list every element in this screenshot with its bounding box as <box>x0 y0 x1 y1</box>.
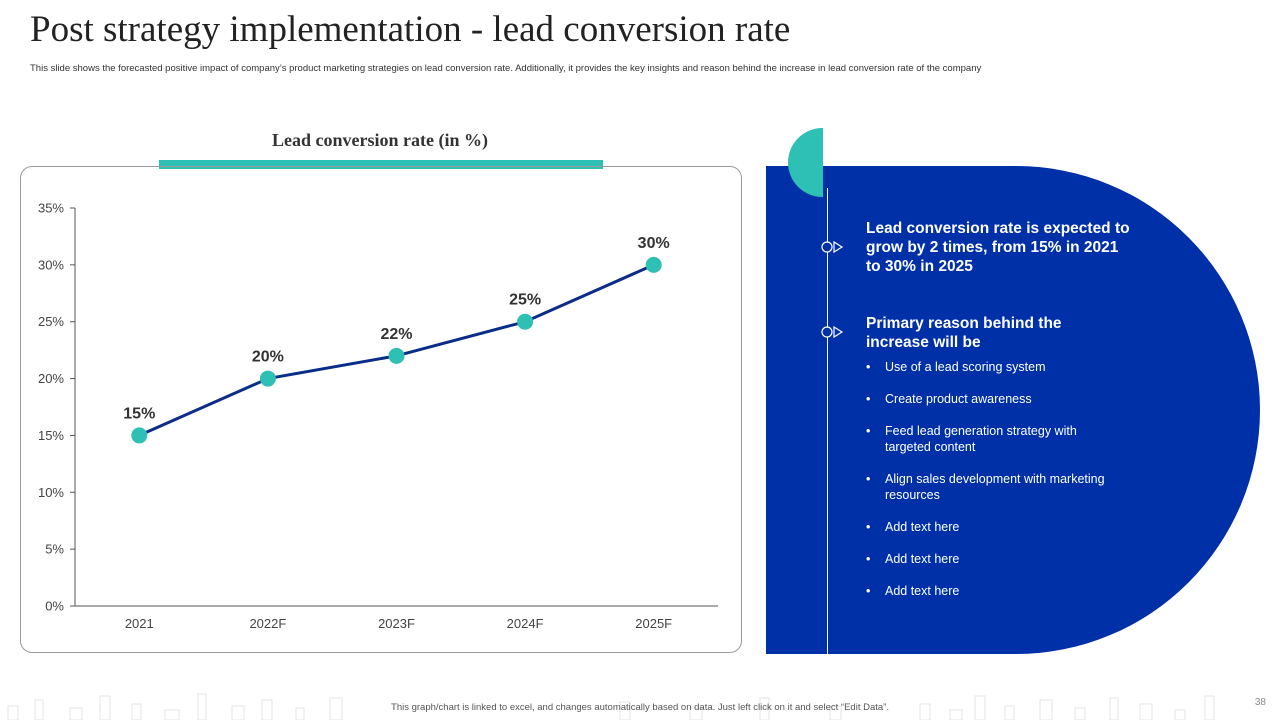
insight-growth-text: Lead conversion rate is expected to grow… <box>866 220 1130 275</box>
insight-reason-heading: Primary reason behind the increase will … <box>866 315 1062 351</box>
bullet-dot: • <box>866 424 871 438</box>
x-tick-label: 2022F <box>249 616 286 631</box>
panel-timeline-line <box>827 188 828 654</box>
list-item: • Add text here <box>866 520 960 534</box>
list-item: • Use of a lead scoring system <box>866 360 1046 374</box>
y-tick-label: 0% <box>45 599 64 614</box>
x-tick-label: 2021 <box>125 616 154 631</box>
y-tick-label: 30% <box>38 257 64 272</box>
y-tick-label: 10% <box>38 485 64 500</box>
list-item: • Feed lead generation strategy with targ… <box>866 424 1077 454</box>
y-tick-label: 25% <box>38 314 64 329</box>
y-tick-label: 35% <box>38 201 64 216</box>
footer-note: This graph/chart is linked to excel, and… <box>391 702 889 713</box>
chart-heading-underline <box>159 160 603 169</box>
data-point <box>259 370 276 387</box>
slide-title: Post strategy implementation - lead conv… <box>30 9 791 50</box>
list-item: • Add text here <box>866 584 960 598</box>
data-point <box>645 256 662 273</box>
data-label: 22% <box>380 326 412 343</box>
circle-arrow-icon <box>821 325 844 339</box>
bullet-dot: • <box>866 472 871 486</box>
bullet-dot: • <box>866 520 871 534</box>
skyline-decoration <box>7 693 1215 720</box>
x-tick-label: 2024F <box>507 616 544 631</box>
insights-panel <box>766 166 1260 654</box>
data-label: 15% <box>123 405 155 422</box>
slide-subtitle: This slide shows the forecasted positive… <box>30 63 982 74</box>
bullet-dot: • <box>866 360 871 374</box>
line-chart: 0% 5% 10% 15% 20% 25% 30% 35% 2021 2022F 2023F 2024… <box>38 201 718 631</box>
chart-frame <box>20 166 742 653</box>
chart-heading: Lead conversion rate (in %) <box>272 130 488 150</box>
page-number: 38 <box>1254 697 1266 708</box>
data-label: 30% <box>638 235 670 252</box>
list-item: • Create product awareness <box>866 392 1032 406</box>
y-tick-label: 20% <box>38 371 64 386</box>
reason-list: • Use of a lead scoring system • Create pr… <box>866 359 1106 615</box>
data-label: 25% <box>509 292 541 309</box>
list-item: • Add text here <box>866 552 960 566</box>
y-tick-label: 15% <box>38 428 64 443</box>
y-tick-label: 5% <box>45 542 64 557</box>
data-point <box>517 313 534 330</box>
circle-arrow-icon <box>821 240 844 254</box>
x-tick-label: 2023F <box>378 616 415 631</box>
data-label: 20% <box>252 349 284 366</box>
list-item: • Align sales development with marketing … <box>866 472 1105 502</box>
data-point <box>388 347 405 364</box>
x-tick-label: 2025F <box>635 616 672 631</box>
bullet-dot: • <box>866 584 871 598</box>
data-point <box>131 427 148 444</box>
bullet-dot: • <box>866 392 871 406</box>
bullet-dot: • <box>866 552 871 566</box>
